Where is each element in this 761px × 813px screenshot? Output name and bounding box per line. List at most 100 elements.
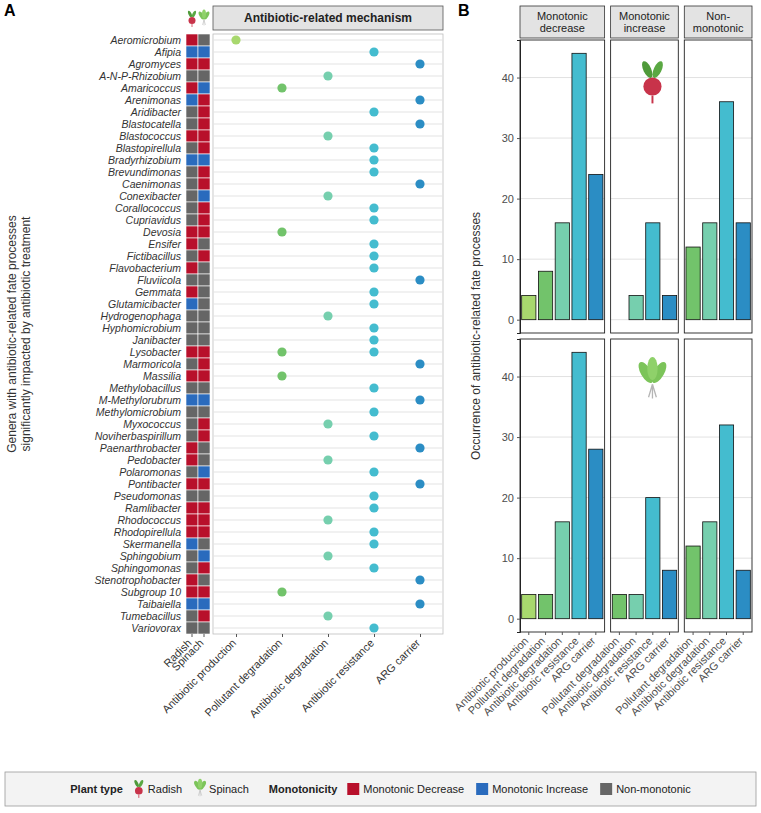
tick-label: Antibiotic resistance [651,635,729,713]
tick-label: Fluviicola [137,274,181,286]
tick: Methylomicrobium [96,406,184,418]
tick: 20 [502,492,520,504]
axis-title: Genera with antibiotic-related fate proc… [5,215,33,452]
tick-mark [726,632,727,635]
tick: Caenimonas [122,178,184,190]
tick: Noviherbaspirillum [95,430,184,442]
tick-label: 30 [502,431,514,443]
grid-line [213,568,443,569]
tile [198,418,210,430]
tile [186,142,198,154]
tick-label: 40 [502,72,514,84]
tick-mark [579,632,580,635]
tick: Antibiotic degradation [247,634,330,720]
tile [186,214,198,226]
dot [369,527,378,536]
tick: Tumebacillus [120,610,184,622]
tick-mark [517,78,520,79]
tick-label: Massilia [143,370,181,382]
spinach-icon [193,779,207,797]
bars [612,498,676,619]
dot [369,347,378,356]
tick: Pollutant degradation [202,634,284,719]
tick: 40 [502,72,520,84]
tile [198,274,210,286]
bars [686,425,750,619]
dot [231,35,240,44]
tick: Afipia [154,46,184,58]
tick-label: 20 [502,193,514,205]
dot [415,395,424,404]
icon-tail [192,24,193,27]
tile [198,262,210,274]
legend-swatch [476,783,488,795]
tile [186,34,198,46]
tick-label: Cupriavidus [126,214,182,226]
tick-mark [328,634,329,637]
tick-label: Pseudomonas [114,490,182,502]
grid-line [213,388,443,389]
tick: Myxococcus [123,418,184,430]
tile [186,550,198,562]
tick-mark [282,634,283,637]
tick-label: Aeromicrobium [109,34,181,46]
tick: Aridibacter [130,106,184,118]
bar [572,53,586,319]
grid [611,78,679,320]
tick-label: A-N-P-Rhizobium [98,70,181,82]
bar [555,522,569,619]
tick-mark [420,634,421,637]
tick-label: 0 [508,314,514,326]
tick-label: Noviherbaspirillum [95,430,182,442]
bars [629,223,677,320]
tick-mark [517,377,520,378]
grid-line [520,376,605,377]
tile [198,406,210,418]
tick-mark [709,632,710,635]
tick-mark [693,632,694,635]
bar [686,546,700,619]
tick-label: 30 [502,132,514,144]
legend-swatch [347,783,359,795]
bar [736,570,750,618]
icon-roots [203,20,206,26]
dot [415,275,424,284]
radish-icon [640,60,665,104]
tile [198,526,210,538]
tick-mark [204,634,205,637]
bars [686,102,750,320]
tick: Ramlibacter [125,502,184,514]
tick-label: Glutamicibacter [108,298,181,310]
dot [323,131,332,140]
bar [736,223,750,320]
grid-line [213,484,443,485]
plot-area [520,339,605,632]
tick-label: Blastococcus [119,130,182,142]
tick: Glutamicibacter [108,298,184,310]
grid-line [213,184,443,185]
tick-label: Blastocatella [121,118,181,130]
tick: Stenotrophobacter [95,574,184,586]
tile [198,466,210,478]
legend-swatch [600,783,612,795]
tick-label: Polaromonas [119,466,182,478]
grid-line [611,198,679,199]
tile [186,418,198,430]
tile [186,334,198,346]
grid-line [213,496,443,497]
grid-line [213,148,443,149]
spinach-icon [636,357,670,399]
grid-line [213,472,443,473]
tile [186,442,198,454]
dot [369,563,378,572]
icon-root [189,17,196,24]
icon-leaf [187,10,193,18]
tick-label: 20 [502,492,514,504]
tick-mark [528,632,529,635]
legend-label: Spinach [209,783,249,795]
tile [186,226,198,238]
tile [198,574,210,586]
y-axis: AeromicrobiumAfipiaAgromycesA-N-P-Rhizob… [95,34,185,635]
tick: Sphingobium [120,550,184,562]
grid-line [213,364,443,365]
